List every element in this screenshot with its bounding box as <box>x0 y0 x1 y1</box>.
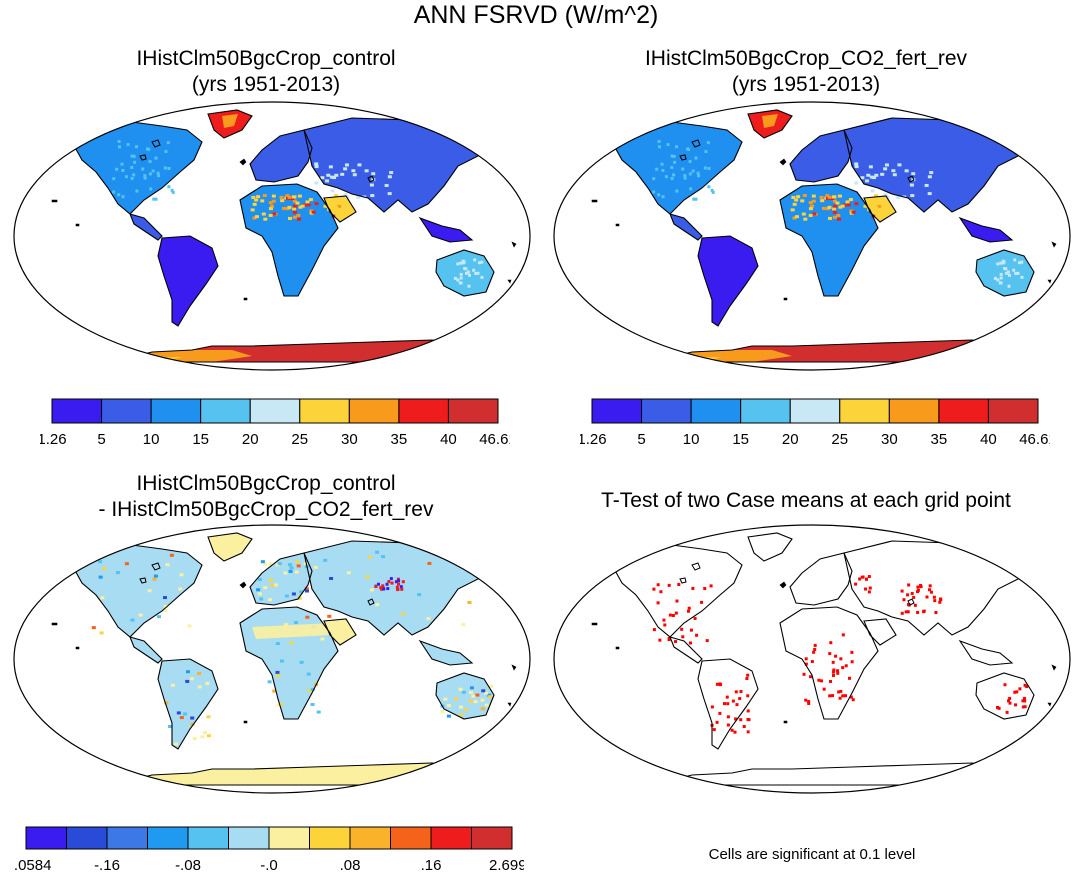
map-difference <box>13 524 531 794</box>
panel-2-title: IHistClm50BgcCrop_CO2_fert_rev <box>644 47 968 70</box>
colorbar-diff-swatch-1 <box>25 826 67 850</box>
colorbar-control-label-6: 25 <box>291 431 308 448</box>
map-control <box>13 101 531 371</box>
colorbar-co2-label-7: 30 <box>881 431 898 448</box>
colorbar-difference: -4.0584 -.16 -.08 -.0 .08 .16 2.6994 <box>14 826 524 874</box>
colorbar-control-swatch-1 <box>51 398 103 424</box>
colorbar-diff-label-3: -.08 <box>175 857 201 874</box>
colorbar-control-label-4: 15 <box>192 431 209 448</box>
colorbar-control-swatch-2 <box>101 398 152 424</box>
colorbar-diff-swatch-3 <box>106 826 148 850</box>
significance-note: Cells are significant at 0.1 level <box>708 846 916 863</box>
colorbar-co2-swatch-2 <box>641 398 692 424</box>
panel-3-title: IHistClm50BgcCrop_control <box>136 472 396 495</box>
colorbar-control-label-10: 46.61 <box>479 431 510 448</box>
colorbar-diff-label-6: .16 <box>421 857 442 874</box>
colorbar-control-label-1: 1.26 <box>40 431 67 448</box>
colorbar-diff-swatch-4 <box>147 826 189 850</box>
panel-1-title: IHistClm50BgcCrop_control <box>136 47 396 70</box>
colorbar-diff-label-7: 2.6994 <box>489 857 524 874</box>
colorbar-co2-swatch-8 <box>938 398 989 424</box>
colorbar-co2-label-3: 10 <box>683 431 700 448</box>
panel-4-title: T-Test of two Case means at each grid po… <box>601 489 1011 512</box>
colorbar-co2-label-10: 46.61 <box>1019 431 1050 448</box>
colorbar-diff-swatch-2 <box>66 826 108 850</box>
colorbar-control-swatch-5 <box>249 398 301 424</box>
colorbar-co2-swatch-6 <box>839 398 890 424</box>
colorbar-co2-label-1: 1.26 <box>580 431 607 448</box>
colorbar-co2-swatch-5 <box>789 398 841 424</box>
colorbar-co2-label-5: 20 <box>782 431 799 448</box>
colorbar-control-label-5: 20 <box>242 431 259 448</box>
colorbar-control-label-2: 5 <box>97 431 105 448</box>
colorbar-diff-label-5: .08 <box>340 857 361 874</box>
colorbar-co2-label-6: 25 <box>831 431 848 448</box>
colorbar-co2-label-2: 5 <box>637 431 645 448</box>
panel-2-subtitle: (yrs 1951-2013) <box>731 73 881 96</box>
colorbar-control-label-9: 40 <box>440 431 457 448</box>
map-ttest <box>553 524 1071 794</box>
colorbar-control-label-8: 35 <box>391 431 408 448</box>
colorbar-diff-label-1: -4.0584 <box>14 857 51 874</box>
colorbar-control-swatch-3 <box>150 398 202 424</box>
colorbar-diff-swatch-7 <box>268 826 310 850</box>
colorbar-co2-label-9: 40 <box>980 431 997 448</box>
colorbar-diff-swatch-9 <box>349 826 391 850</box>
map-co2-fert-rev <box>553 101 1071 371</box>
colorbar-co2-swatch-1 <box>591 398 643 424</box>
panel-1-subtitle: (yrs 1951-2013) <box>191 73 341 96</box>
colorbar-control-swatch-7 <box>348 398 400 424</box>
colorbar-control-swatch-6 <box>299 398 350 424</box>
colorbar-diff-swatch-8 <box>309 826 351 850</box>
colorbar-control: 1.26 5 10 15 20 25 30 35 40 46.61 <box>40 398 510 448</box>
colorbar-diff-swatch-12 <box>471 826 513 850</box>
panel-3-subtitle: - IHistClm50BgcCrop_CO2_fert_rev <box>98 498 434 521</box>
colorbar-diff-label-2: -.16 <box>94 857 120 874</box>
colorbar-control-swatch-9 <box>447 398 499 424</box>
colorbar-control-label-7: 30 <box>341 431 358 448</box>
figure-title: ANN FSRVD (W/m^2) <box>413 1 659 29</box>
colorbar-diff-swatch-5 <box>187 826 229 850</box>
colorbar-co2-label-8: 35 <box>931 431 948 448</box>
colorbar-co2-fert-rev: 1.26 5 10 15 20 25 30 35 40 46.61 <box>580 398 1050 448</box>
colorbar-co2-label-4: 15 <box>732 431 749 448</box>
colorbar-diff-swatch-6 <box>228 826 270 850</box>
colorbar-co2-swatch-4 <box>740 398 791 424</box>
colorbar-control-swatch-8 <box>398 398 449 424</box>
colorbar-diff-label-4: -.0 <box>260 857 278 874</box>
colorbar-co2-swatch-3 <box>690 398 742 424</box>
colorbar-co2-swatch-9 <box>987 398 1039 424</box>
colorbar-control-swatch-4 <box>200 398 251 424</box>
colorbar-diff-swatch-11 <box>430 826 472 850</box>
colorbar-control-label-3: 10 <box>143 431 160 448</box>
colorbar-diff-swatch-10 <box>390 826 432 850</box>
colorbar-co2-swatch-7 <box>888 398 940 424</box>
